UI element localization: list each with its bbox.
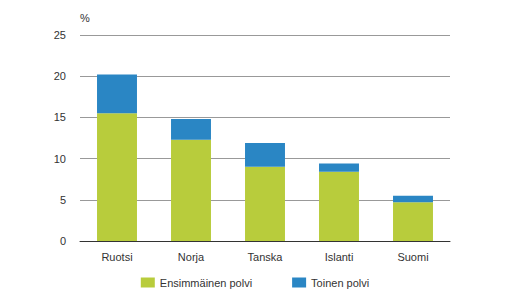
svg-text:10: 10 xyxy=(54,153,66,165)
svg-text:Tanska: Tanska xyxy=(248,251,284,263)
svg-text:Suomi: Suomi xyxy=(397,251,428,263)
svg-text:15: 15 xyxy=(54,111,66,123)
svg-text:Islanti: Islanti xyxy=(325,251,354,263)
svg-text:5: 5 xyxy=(60,194,66,206)
svg-text:20: 20 xyxy=(54,70,66,82)
svg-text:25: 25 xyxy=(54,29,66,41)
svg-text:Toinen polvi: Toinen polvi xyxy=(311,277,369,289)
svg-text:Ensimmäinen polvi: Ensimmäinen polvi xyxy=(160,277,252,289)
svg-text:0: 0 xyxy=(60,235,66,247)
svg-text:%: % xyxy=(80,12,90,24)
svg-text:Norja: Norja xyxy=(178,251,205,263)
svg-text:Ruotsi: Ruotsi xyxy=(101,251,132,263)
